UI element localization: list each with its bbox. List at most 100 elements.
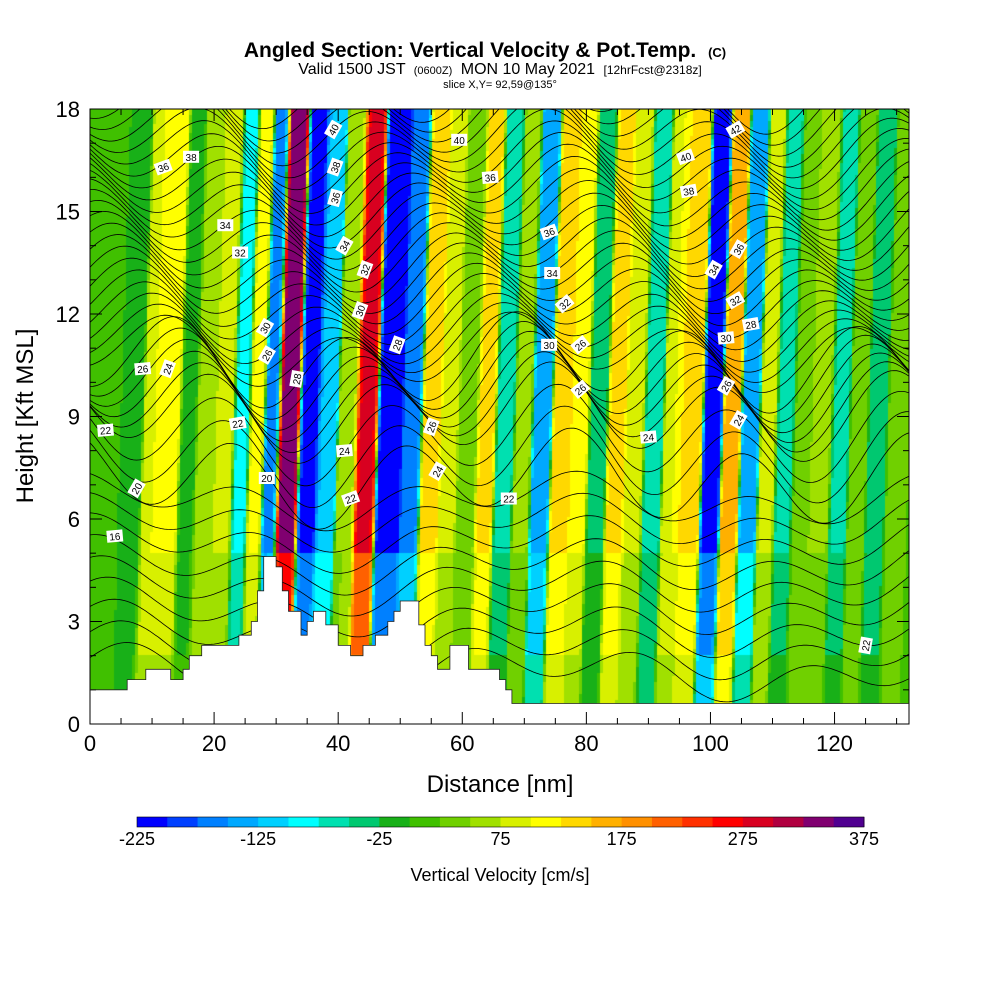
theta-contour-line bbox=[90, 245, 909, 327]
theta-contour-line bbox=[90, 132, 909, 214]
contour-label-text: 36 bbox=[484, 173, 496, 185]
contour-label-bg bbox=[639, 430, 657, 444]
contour-label-bg bbox=[541, 338, 558, 351]
contour-label-bg bbox=[258, 472, 275, 484]
colorbar-tick-label: 75 bbox=[490, 829, 510, 849]
contour-label-text: 24 bbox=[162, 362, 176, 377]
contour-label-bg bbox=[451, 133, 468, 146]
chart-subtitle: Valid 1500 JST (0600Z) MON 10 May 2021 [… bbox=[298, 61, 701, 78]
contour-label-bg bbox=[679, 183, 698, 199]
subtitle-utc: (0600Z) bbox=[414, 65, 453, 77]
colorbar-title: Vertical Velocity [cm/s] bbox=[410, 865, 589, 885]
contour-label-text: 26 bbox=[261, 348, 276, 364]
contour-label: 30 bbox=[351, 301, 369, 321]
y-tick-label: 18 bbox=[56, 97, 80, 122]
y-tick-label: 0 bbox=[68, 712, 80, 737]
theta-contour-line bbox=[90, 143, 909, 226]
colorbar-tick-label: -25 bbox=[366, 829, 392, 849]
theta-contour-line bbox=[90, 109, 909, 191]
contour-label: 36 bbox=[153, 158, 173, 176]
contour-label: 20 bbox=[127, 478, 146, 499]
contour-label-bg bbox=[327, 188, 343, 208]
contour-label-text: 26 bbox=[720, 379, 735, 395]
velocity-raster bbox=[90, 109, 909, 724]
contour-label-bg bbox=[539, 223, 559, 241]
contour-label-bg bbox=[335, 235, 354, 256]
contour-label-text: 36 bbox=[543, 226, 558, 240]
contour-label-bg bbox=[500, 492, 517, 505]
contour-label-bg bbox=[134, 362, 152, 376]
contour-label-text: 28 bbox=[292, 372, 305, 385]
colorbar-swatch bbox=[682, 817, 714, 827]
colorbar-swatch bbox=[651, 817, 683, 827]
x-tick-label: 60 bbox=[450, 731, 474, 756]
contour-label-bg bbox=[554, 294, 575, 314]
contour-label: 32 bbox=[232, 246, 249, 260]
theta-contour-line bbox=[90, 311, 909, 414]
contour-label-bg bbox=[676, 148, 696, 166]
contour-label: 28 bbox=[741, 317, 760, 332]
contour-label: 30 bbox=[541, 338, 558, 352]
colorbar-swatch bbox=[803, 817, 835, 827]
contour-label-text: 34 bbox=[547, 269, 559, 280]
contour-label-text: 38 bbox=[186, 153, 198, 164]
contour-label: 30 bbox=[255, 317, 275, 338]
contour-label-bg bbox=[725, 120, 746, 139]
theta-contour-line bbox=[90, 512, 909, 574]
colorbar: -225 -125 -25 75 175 275 375 bbox=[119, 816, 879, 849]
contour-label: 36 bbox=[729, 239, 748, 260]
contour-label-bg bbox=[570, 379, 591, 399]
colorbar-tick-label: 275 bbox=[728, 829, 758, 849]
colorbar-swatch bbox=[742, 817, 774, 827]
terrain-mask bbox=[90, 556, 909, 724]
contour-label: 34 bbox=[335, 235, 354, 256]
x-tick-label: 80 bbox=[574, 731, 598, 756]
contour-label-bg bbox=[351, 301, 369, 321]
contour-label-bg bbox=[255, 317, 275, 338]
contour-label-bg bbox=[228, 416, 247, 431]
contour-label-bg bbox=[153, 158, 173, 176]
contour-label-text: 34 bbox=[707, 262, 722, 278]
contour-label-bg bbox=[217, 219, 234, 232]
contour-label-text: 30 bbox=[544, 341, 556, 352]
contour-label: 40 bbox=[451, 133, 468, 147]
contour-label-text: 26 bbox=[426, 420, 440, 435]
contour-label-bg bbox=[356, 260, 374, 280]
contour-label-bg bbox=[729, 239, 748, 260]
contour-label-text: 32 bbox=[728, 294, 744, 309]
contour-label-text: 20 bbox=[261, 474, 273, 485]
y-tick-label: 9 bbox=[68, 405, 80, 430]
contour-label-text: 16 bbox=[109, 532, 121, 544]
colorbar-swatch bbox=[349, 817, 380, 827]
theta-contour-line bbox=[90, 534, 909, 596]
contour-label-text: 30 bbox=[354, 304, 368, 319]
contour-label-text: 32 bbox=[359, 263, 373, 278]
colorbar-tick-label: -125 bbox=[240, 829, 276, 849]
theta-contour-line bbox=[90, 361, 909, 464]
contour-label: 32 bbox=[725, 291, 746, 310]
theta-contour-line bbox=[90, 109, 909, 168]
theta-contour-line bbox=[90, 351, 909, 453]
contour-label: 20 bbox=[258, 472, 275, 485]
colorbar-swatch bbox=[409, 817, 441, 827]
contour-label-text: 22 bbox=[232, 418, 245, 431]
contour-label-bg bbox=[232, 246, 249, 259]
contour-label: 26 bbox=[716, 375, 736, 396]
contour-label: 24 bbox=[639, 430, 657, 444]
contour-label-bg bbox=[704, 259, 723, 280]
contour-label-bg bbox=[725, 291, 746, 310]
theta-contour-line bbox=[90, 222, 909, 304]
theta-contour-line bbox=[90, 155, 909, 238]
contour-label-bg bbox=[570, 335, 591, 355]
x-tick-label: 40 bbox=[326, 731, 350, 756]
contour-label: 22 bbox=[97, 423, 114, 438]
colorbar-swatch bbox=[712, 817, 744, 827]
contour-label-bg bbox=[335, 444, 353, 458]
contour-label-bg bbox=[341, 490, 361, 507]
contour-label-text: 24 bbox=[339, 446, 351, 458]
theta-contour-line bbox=[90, 199, 909, 282]
contour-label-bg bbox=[326, 157, 344, 177]
contour-label: 22 bbox=[228, 416, 247, 431]
